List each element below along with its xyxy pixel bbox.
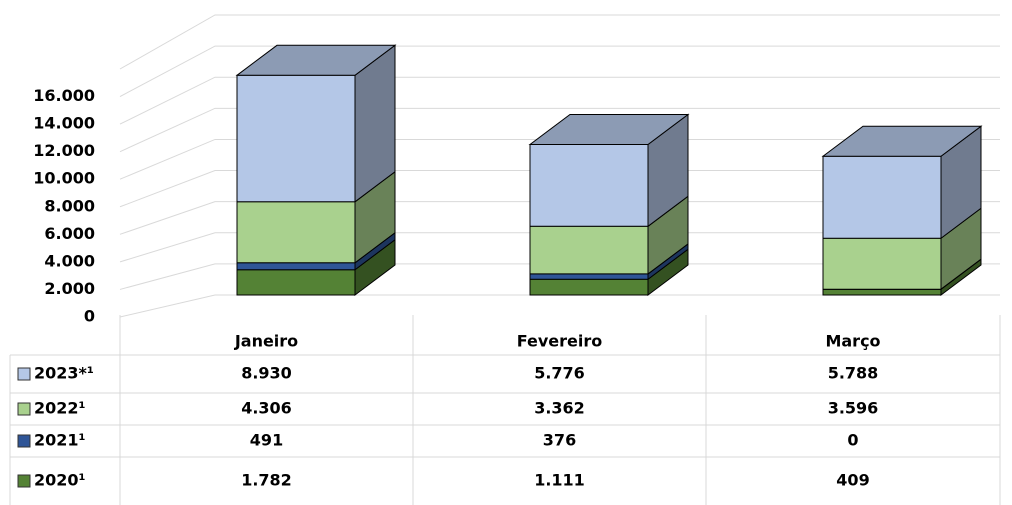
legend-label: 2021¹ xyxy=(34,431,86,450)
grid-line xyxy=(119,76,1000,125)
value-label: 491 xyxy=(250,431,283,450)
grid-line xyxy=(119,14,1000,70)
y-tick-label: 8.000 xyxy=(44,196,95,215)
y-tick-label: 12.000 xyxy=(33,141,95,160)
value-label: 1.782 xyxy=(241,471,292,490)
grid-line xyxy=(119,45,1000,97)
bar-face xyxy=(822,237,942,290)
y-tick-label: 2.000 xyxy=(44,279,95,298)
legend-label: 2023*¹ xyxy=(34,364,94,383)
legend-swatch xyxy=(17,402,31,416)
bar-face xyxy=(236,269,356,296)
bar-face xyxy=(236,262,356,271)
legend-label: 2022¹ xyxy=(34,399,86,418)
legend-label: 2020¹ xyxy=(34,471,86,490)
bar-segment xyxy=(235,44,397,203)
value-label: 5.788 xyxy=(828,364,879,383)
bar-face xyxy=(528,113,690,145)
bar-segment xyxy=(821,125,983,240)
bar-face xyxy=(822,288,942,296)
value-label: 1.111 xyxy=(534,471,585,490)
grid-line xyxy=(119,170,1000,208)
value-label: 3.596 xyxy=(828,399,879,418)
bar-segment xyxy=(529,195,689,275)
legend-swatch xyxy=(17,434,31,448)
bar-face xyxy=(529,225,649,275)
bar-segment xyxy=(822,207,982,291)
legend-swatch xyxy=(17,367,31,381)
category-label: Janeiro xyxy=(234,332,298,351)
category-label: Fevereiro xyxy=(517,332,603,351)
grid-line xyxy=(119,232,1000,263)
grid-line xyxy=(119,263,1000,290)
bar-face xyxy=(529,278,649,296)
bar-face xyxy=(236,74,356,203)
value-label: 5.776 xyxy=(534,364,585,383)
grid-line xyxy=(119,294,1000,318)
value-label: 409 xyxy=(836,471,869,490)
value-label: 3.362 xyxy=(534,399,585,418)
bar-face xyxy=(821,125,983,157)
y-tick-label: 14.000 xyxy=(33,114,95,133)
y-tick-label: 4.000 xyxy=(44,251,95,270)
grid-line xyxy=(119,201,1000,235)
grid-line xyxy=(119,138,1000,180)
y-tick-label: 10.000 xyxy=(33,169,95,188)
bar-segment xyxy=(528,113,690,228)
value-label: 376 xyxy=(543,431,576,450)
bar-face xyxy=(236,201,356,264)
y-tick-label: 0 xyxy=(84,307,95,326)
bar-face xyxy=(529,273,649,280)
bar-face xyxy=(822,155,942,239)
y-tick-label: 16.000 xyxy=(33,86,95,105)
value-label: 4.306 xyxy=(241,399,292,418)
legend-swatch xyxy=(17,474,31,488)
value-label: 8.930 xyxy=(241,364,292,383)
bar-face xyxy=(235,44,397,76)
category-label: Março xyxy=(825,332,880,351)
y-tick-label: 6.000 xyxy=(44,224,95,243)
bar-face xyxy=(529,143,649,227)
grid-line xyxy=(119,107,1000,153)
value-label: 0 xyxy=(847,431,858,450)
